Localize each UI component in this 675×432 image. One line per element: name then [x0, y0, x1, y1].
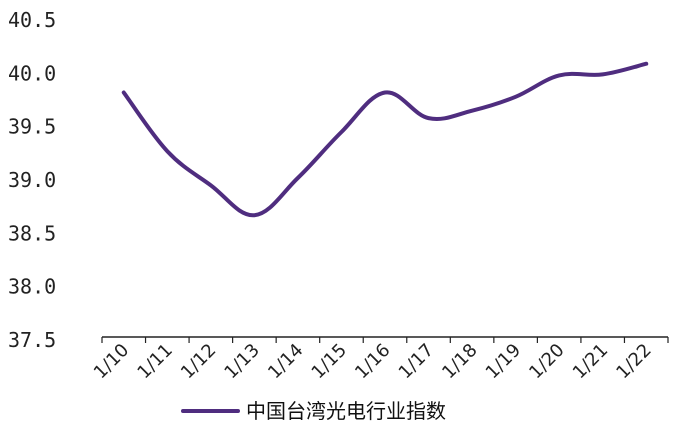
y-tick-label: 39.0 [8, 168, 56, 192]
y-axis: 37.5 38.0 38.5 39.0 39.5 40.0 40.5 [8, 8, 56, 352]
y-tick-label: 38.0 [8, 275, 56, 299]
x-tick-label: 1/16 [351, 340, 394, 383]
x-tick-label: 1/10 [90, 340, 133, 383]
x-tick-label: 1/12 [177, 340, 220, 383]
y-tick-label: 40.0 [8, 61, 56, 85]
data-point [165, 149, 169, 153]
legend-label: 中国台湾光电行业指数 [246, 399, 446, 423]
data-point [557, 73, 561, 77]
x-tick-label: 1/15 [308, 340, 351, 383]
data-point [427, 116, 431, 120]
legend: 中国台湾光电行业指数 [181, 399, 446, 423]
x-tick-label: 1/14 [264, 340, 307, 383]
data-point [601, 72, 605, 76]
x-tick-label: 1/18 [438, 340, 481, 383]
series-layer [121, 61, 649, 218]
data-point [122, 91, 126, 95]
x-tick-label: 1/11 [133, 340, 176, 383]
y-tick-label: 38.5 [8, 221, 56, 245]
x-tick-label: 1/21 [569, 340, 612, 383]
x-tick-label: 1/22 [612, 340, 655, 383]
data-point [209, 183, 213, 187]
data-point [296, 176, 300, 180]
x-tick-label: 1/17 [395, 340, 438, 383]
data-point [383, 91, 387, 95]
y-tick-label: 40.5 [8, 8, 56, 32]
series-line [121, 61, 649, 218]
x-tick-label: 1/19 [482, 340, 525, 383]
y-tick-label: 39.5 [8, 115, 56, 139]
x-axis: 1/10 1/11 1/12 1/13 1/14 1/15 1/16 1/17 1/18 1/19… [90, 336, 669, 383]
data-point [514, 95, 518, 99]
x-tick-label: 1/13 [220, 340, 263, 383]
data-point [252, 213, 256, 217]
data-point [644, 62, 648, 66]
data-point [470, 109, 474, 113]
data-point [339, 130, 343, 134]
y-tick-label: 37.5 [8, 328, 56, 352]
x-tick-label: 1/20 [525, 340, 568, 383]
